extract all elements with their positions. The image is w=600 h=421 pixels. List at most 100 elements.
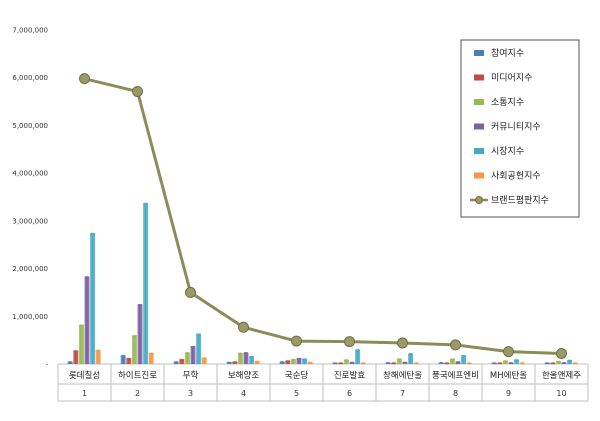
bar <box>567 360 573 364</box>
bar-cap <box>572 362 578 365</box>
legend-swatch <box>474 172 484 179</box>
bar-cap <box>349 361 355 364</box>
bar <box>137 304 143 364</box>
bar-cap <box>285 360 291 363</box>
bar <box>285 361 291 364</box>
bar <box>449 359 455 364</box>
x-rank-label: 10 <box>556 389 566 398</box>
legend-swatch <box>474 74 484 81</box>
x-category-label: MH에탄올 <box>490 370 527 381</box>
bar-cap <box>343 359 349 362</box>
bar <box>237 353 243 364</box>
line-point <box>238 321 249 333</box>
bar-cap <box>137 303 143 306</box>
y-tick-label: 6,000,000 <box>12 74 48 82</box>
bar <box>555 361 561 364</box>
bar-cap <box>243 352 249 355</box>
bar <box>126 358 132 364</box>
bar <box>131 335 137 364</box>
bar-cap <box>95 349 101 352</box>
bar <box>461 355 467 364</box>
y-tick-label: 1,000,000 <box>12 313 48 321</box>
bar-cap <box>179 358 185 361</box>
bar <box>243 353 249 364</box>
bar-cap <box>555 360 561 363</box>
bar-cap <box>126 357 132 360</box>
legend-box <box>460 39 580 218</box>
bar-cap <box>550 362 556 365</box>
bar-cap <box>196 333 202 336</box>
legend-line-marker <box>475 196 483 204</box>
x-rank-label: 6 <box>347 389 352 398</box>
bar-cap <box>131 334 137 337</box>
bar-cap <box>544 362 550 365</box>
bar <box>179 359 185 364</box>
bar-cap <box>508 362 514 365</box>
y-tick-label: 3,000,000 <box>12 217 48 225</box>
x-rank-label: 7 <box>400 389 405 398</box>
bar <box>254 361 260 364</box>
bar-cap <box>561 362 567 365</box>
bar <box>73 351 79 364</box>
bar-cap <box>90 232 96 235</box>
bar-cap <box>249 355 255 358</box>
bar-cap <box>73 350 79 353</box>
bar <box>148 353 154 364</box>
bar-cap <box>67 361 73 364</box>
bar-cap <box>84 276 90 279</box>
bar <box>408 353 414 364</box>
x-category-label: 창해에탄올 <box>383 370 422 381</box>
line-point <box>450 339 461 351</box>
bar <box>396 359 402 364</box>
bar-cap <box>148 352 154 355</box>
bar-cap <box>279 361 285 364</box>
bar-cap <box>413 362 419 365</box>
legend-swatch <box>474 148 484 154</box>
bar <box>78 325 84 364</box>
bar-cap <box>254 360 260 363</box>
bar <box>90 233 96 364</box>
legend-label: 시장지수 <box>491 146 524 157</box>
x-rank-label: 9 <box>506 389 511 398</box>
legend-label: 커뮤니티지수 <box>491 122 541 133</box>
bar <box>514 360 520 364</box>
legend-label: 참여지수 <box>491 47 524 59</box>
x-rank-label: 3 <box>188 389 193 398</box>
line-layer <box>79 73 567 360</box>
line-point <box>79 73 90 85</box>
bar-cap <box>290 358 296 361</box>
line-point <box>291 335 302 347</box>
legend-label: 미디어지수 <box>491 73 532 84</box>
bar-cap <box>232 361 238 364</box>
line-point <box>503 346 514 358</box>
legend-label: 사회공헌지수 <box>491 171 541 182</box>
bar <box>302 359 308 364</box>
bar-cap <box>449 358 455 361</box>
bar-cap <box>567 359 573 362</box>
bar-cap <box>497 362 503 365</box>
bar-cap <box>307 361 313 364</box>
bar-cap <box>120 354 126 357</box>
bar-cap <box>332 362 338 365</box>
legend-label: 소통지수 <box>491 97 524 108</box>
bar-cap <box>360 362 366 365</box>
bar-cap <box>78 324 84 327</box>
y-tick-label: 4,000,000 <box>12 170 48 178</box>
bar-cap <box>226 361 232 364</box>
x-rank-label: 4 <box>241 389 246 398</box>
x-category-label: 풍국에프엔비 <box>432 370 479 381</box>
x-rank-label: 1 <box>82 389 87 398</box>
bar-cap <box>338 362 344 365</box>
bar-cap <box>302 358 308 361</box>
bar-cap <box>143 202 149 205</box>
legend-swatch <box>474 50 484 56</box>
bar-cap <box>444 362 450 365</box>
x-category-label: 보해양조 <box>228 370 259 381</box>
bar-cap <box>184 352 190 355</box>
bar-cap <box>455 361 461 364</box>
y-tick-label: 2,000,000 <box>12 265 48 273</box>
x-rank-label: 8 <box>453 389 458 398</box>
